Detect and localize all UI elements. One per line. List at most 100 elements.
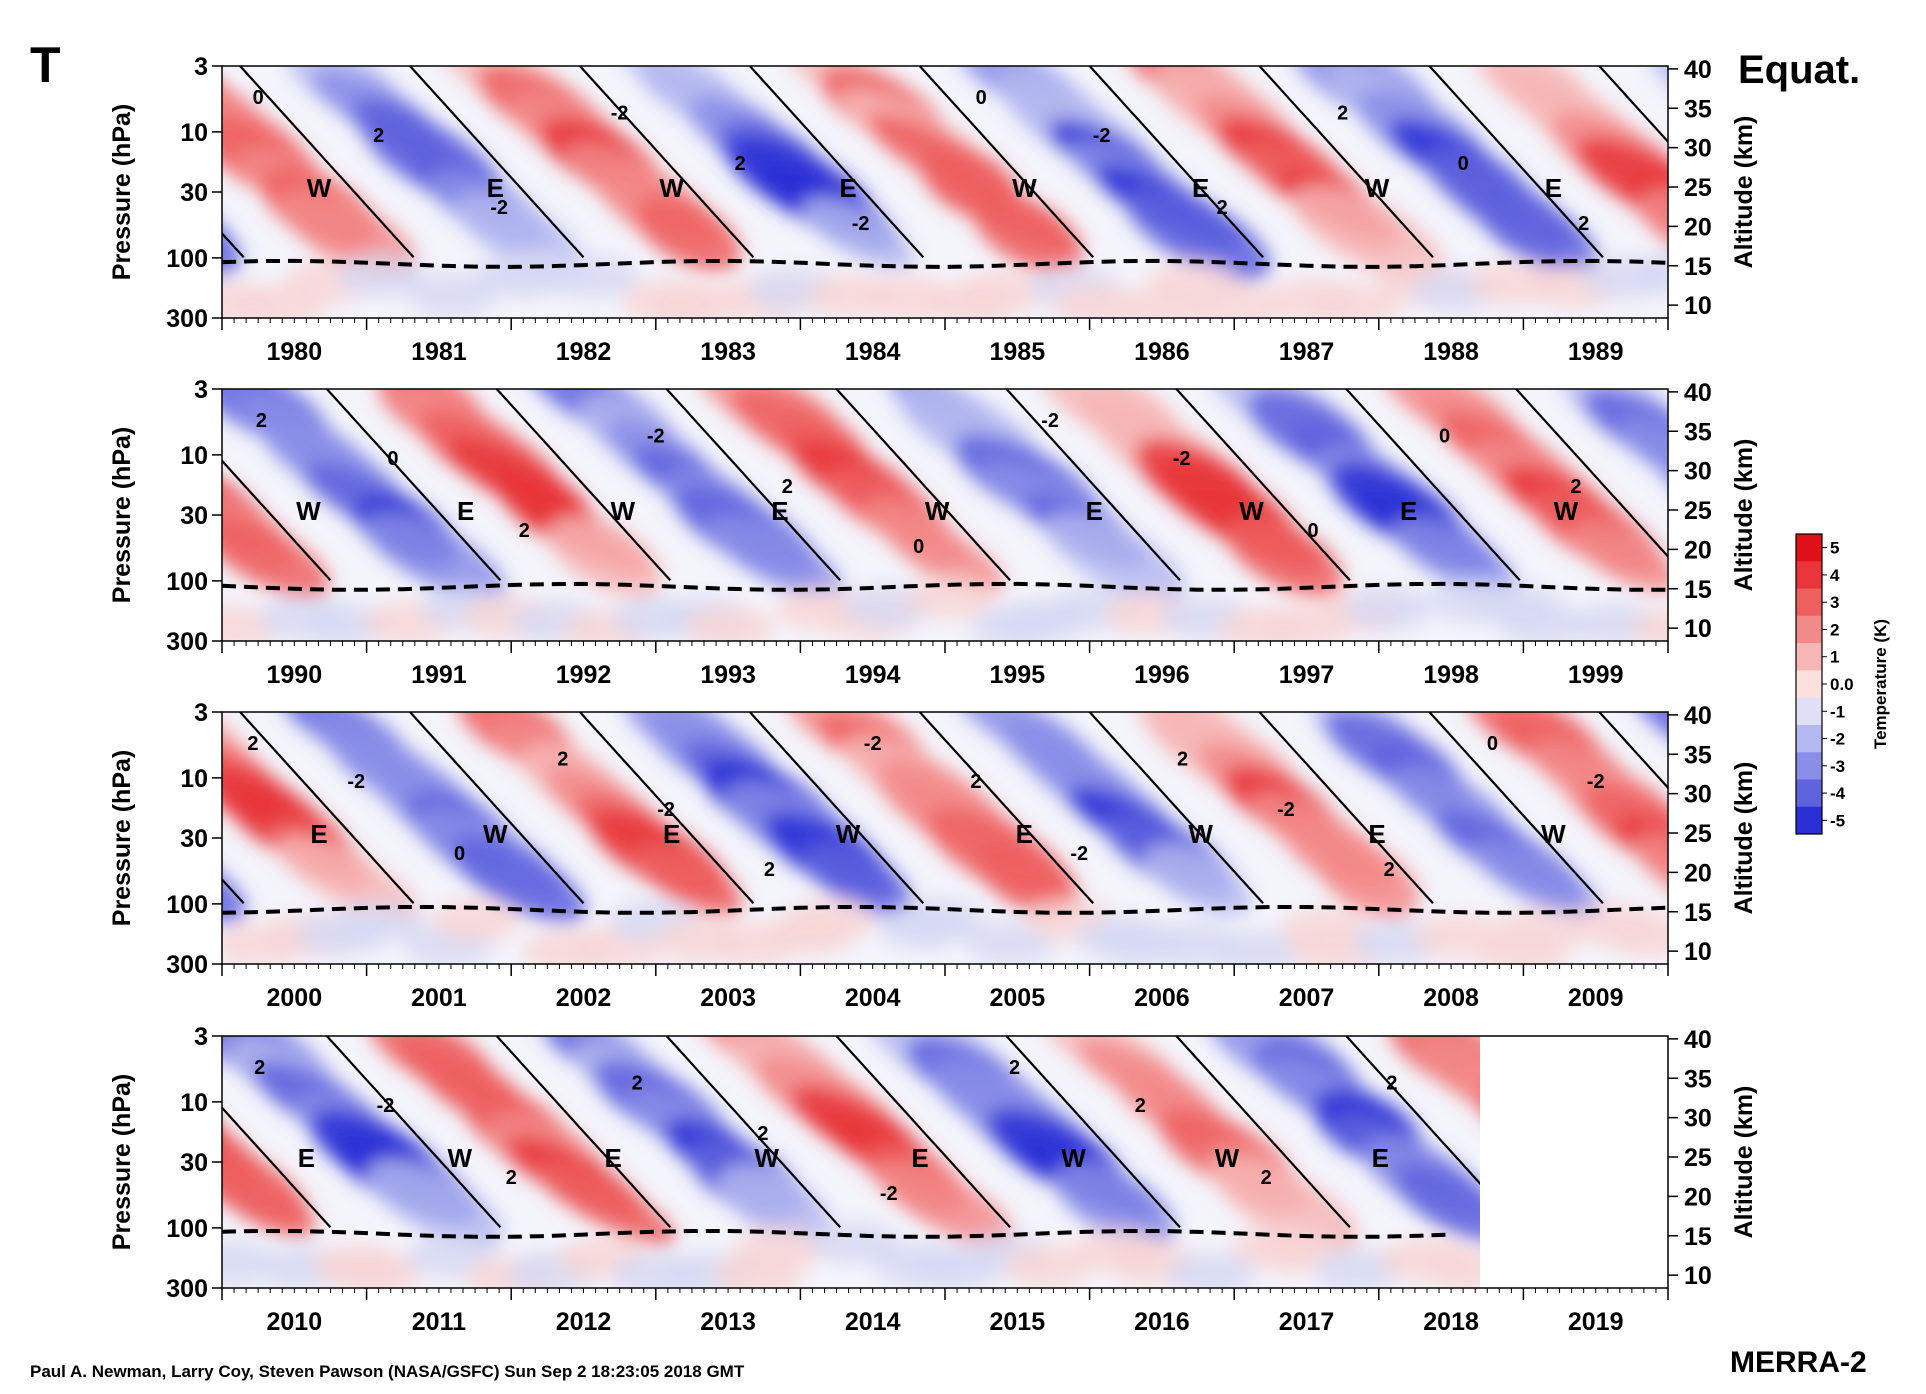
y2-tick-label: 25 xyxy=(1684,1144,1712,1172)
y-axis-label: Pressure (hPa) xyxy=(108,427,136,603)
temperature-field: E W E W E W E W 2 -2 0 2 -2 2 -2 2 -2 2 -2 2 0 -2 xyxy=(222,712,1668,964)
x-tick-label: 1999 xyxy=(1568,661,1624,689)
y-tick-label: 300 xyxy=(166,1275,208,1303)
colorbar-tick-label: 4 xyxy=(1830,566,1840,585)
y2-tick-label: 35 xyxy=(1684,418,1712,446)
y2-tick-label: 40 xyxy=(1684,1026,1712,1054)
phase-label: W xyxy=(836,819,861,849)
phase-label: W xyxy=(754,1143,779,1173)
contour-label: 2 xyxy=(1177,749,1188,771)
x-tick-label: 1992 xyxy=(556,661,612,689)
contour-label: 0 xyxy=(387,448,398,470)
x-tick-label: 1996 xyxy=(1134,661,1190,689)
colorbar-swatch xyxy=(1796,643,1822,671)
credit-line: Paul A. Newman, Larry Coy, Steven Pawson… xyxy=(30,1362,745,1381)
phase-label: E xyxy=(1016,819,1033,849)
contour-label: 2 xyxy=(782,476,793,498)
y-tick-label: 3 xyxy=(194,699,208,727)
colorbar-swatch xyxy=(1796,806,1822,835)
x-tick-label: 2001 xyxy=(411,984,467,1012)
y-tick-label: 30 xyxy=(180,502,208,530)
y-tick-label: 100 xyxy=(166,1215,208,1243)
y2-tick-label: 20 xyxy=(1684,859,1712,887)
y2-tick-label: 15 xyxy=(1684,253,1712,281)
colorbar-tick-label: 3 xyxy=(1830,593,1839,612)
y-tick-label: 30 xyxy=(180,179,208,207)
colorbar-tick-label: -5 xyxy=(1830,811,1845,830)
colorbar-label: Temperature (K) xyxy=(1871,619,1890,749)
contour-label: 2 xyxy=(1337,103,1348,125)
x-tick-label: 1989 xyxy=(1568,338,1624,366)
x-tick-label: 1982 xyxy=(556,338,612,366)
x-tick-label: 2012 xyxy=(556,1308,612,1336)
x-tick-label: 1988 xyxy=(1423,338,1479,366)
colorbar-tick-label: 1 xyxy=(1830,648,1839,667)
y2-tick-label: 15 xyxy=(1684,576,1712,604)
y-tick-label: 30 xyxy=(180,1149,208,1177)
phase-label: E xyxy=(1400,496,1417,526)
y2-axis-label: Altitude (km) xyxy=(1730,1086,1758,1239)
contour-label: 0 xyxy=(454,843,465,865)
colorbar-tick-label: -1 xyxy=(1830,702,1845,721)
y2-tick-label: 30 xyxy=(1684,781,1712,809)
colorbar: 5 4 3 2 1 0.0 -1 -2 -3 -4 -5 Temperature (K) xyxy=(1795,533,1890,835)
y-tick-label: 10 xyxy=(180,1089,208,1117)
phase-label: E xyxy=(310,819,327,849)
contour-label: 0 xyxy=(1487,733,1498,755)
x-tick-label: 1994 xyxy=(845,661,901,689)
contour-label: 2 xyxy=(1578,213,1589,235)
contour-label: 2 xyxy=(970,771,981,793)
x-tick-label: 2005 xyxy=(989,984,1045,1012)
contour-label: -2 xyxy=(377,1095,395,1117)
contour-label: 2 xyxy=(519,520,530,542)
y2-tick-label: 35 xyxy=(1684,1065,1712,1093)
x-tick-label: 2016 xyxy=(1134,1308,1190,1336)
y-tick-label: 3 xyxy=(194,1023,208,1051)
x-tick-label: 2010 xyxy=(266,1308,322,1336)
colorbar-swatch xyxy=(1796,724,1822,753)
x-tick-label: 1995 xyxy=(989,661,1045,689)
colorbar-tick-label: -3 xyxy=(1830,757,1845,776)
contour-label: 2 xyxy=(1135,1095,1146,1117)
phase-label: W xyxy=(448,1143,473,1173)
phase-label: W xyxy=(296,496,321,526)
colorbar-swatch xyxy=(1796,561,1822,590)
product-label: MERRA-2 xyxy=(1730,1346,1867,1379)
x-tick-label: 1983 xyxy=(700,338,756,366)
y2-tick-label: 20 xyxy=(1684,536,1712,564)
y2-tick-label: 10 xyxy=(1684,615,1712,643)
y2-tick-label: 10 xyxy=(1684,938,1712,966)
contour-label: -2 xyxy=(864,733,882,755)
y2-tick-label: 30 xyxy=(1684,1105,1712,1133)
colorbar-swatch xyxy=(1796,697,1822,726)
x-tick-label: 2006 xyxy=(1134,984,1190,1012)
contour-label: 2 xyxy=(254,1057,265,1079)
y2-tick-label: 10 xyxy=(1684,1262,1712,1290)
contour-label: 0 xyxy=(1308,520,1319,542)
contour-label: -2 xyxy=(1277,799,1295,821)
contour-label: 2 xyxy=(247,733,258,755)
phase-label: W xyxy=(611,496,636,526)
y2-tick-label: 40 xyxy=(1684,56,1712,84)
x-tick-label: 1981 xyxy=(411,338,467,366)
contour-label: 0 xyxy=(1439,426,1450,448)
y2-tick-label: 15 xyxy=(1684,899,1712,927)
contour-label: 2 xyxy=(1009,1057,1020,1079)
phase-label: W xyxy=(1239,496,1264,526)
y2-tick-label: 25 xyxy=(1684,497,1712,525)
phase-label: E xyxy=(298,1143,315,1173)
colorbar-swatch xyxy=(1796,752,1822,780)
contour-label: 0 xyxy=(913,536,924,558)
y-tick-label: 100 xyxy=(166,568,208,596)
contour-label: 2 xyxy=(373,125,384,147)
contour-label: -2 xyxy=(1093,125,1111,147)
x-tick-label: 1987 xyxy=(1279,338,1335,366)
x-tick-label: 2002 xyxy=(556,984,612,1012)
y-tick-label: 300 xyxy=(166,628,208,656)
y2-tick-label: 35 xyxy=(1684,95,1712,123)
phase-label: W xyxy=(1365,173,1390,203)
y-axis-label: Pressure (hPa) xyxy=(108,1074,136,1250)
y2-axis-label: Altitude (km) xyxy=(1730,439,1758,592)
